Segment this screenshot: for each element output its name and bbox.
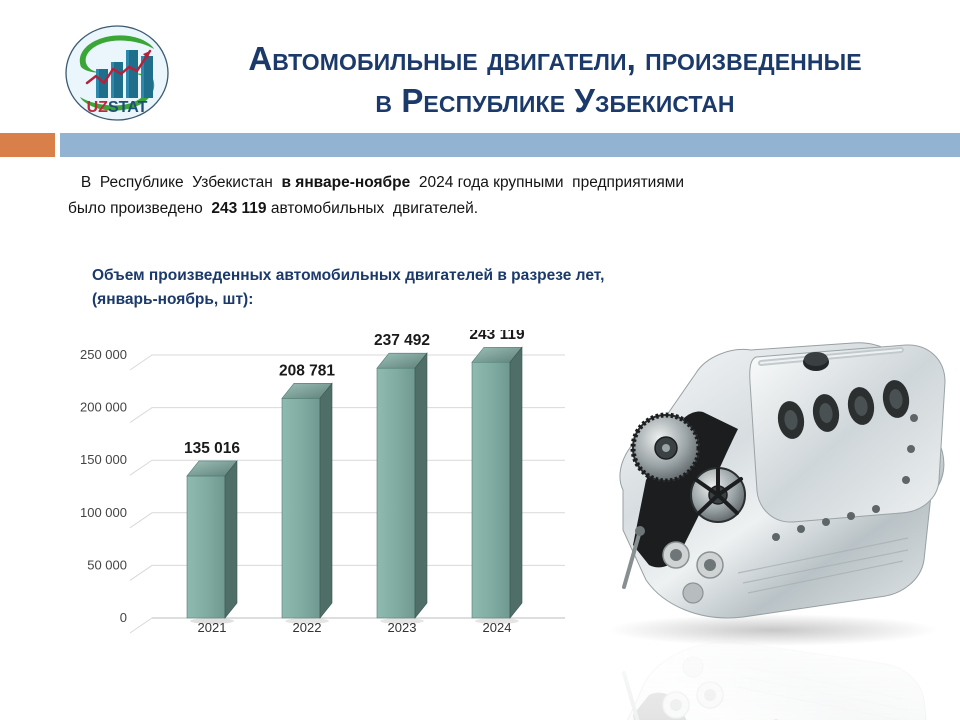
svg-text:0: 0 xyxy=(120,610,127,625)
svg-text:100 000: 100 000 xyxy=(80,505,127,520)
svg-text:200 000: 200 000 xyxy=(80,400,127,415)
svg-text:2023: 2023 xyxy=(388,620,417,635)
svg-text:250 000: 250 000 xyxy=(80,347,127,362)
svg-text:243 119: 243 119 xyxy=(469,330,525,343)
svg-text:150 000: 150 000 xyxy=(80,452,127,467)
svg-text:2022: 2022 xyxy=(293,620,322,635)
svg-text:135 016: 135 016 xyxy=(184,440,240,457)
svg-text:50 000: 50 000 xyxy=(87,557,127,572)
svg-text:2024: 2024 xyxy=(483,620,512,635)
svg-text:208 781: 208 781 xyxy=(279,362,335,379)
svg-text:237 492: 237 492 xyxy=(374,332,430,349)
svg-text:2021: 2021 xyxy=(198,620,227,635)
